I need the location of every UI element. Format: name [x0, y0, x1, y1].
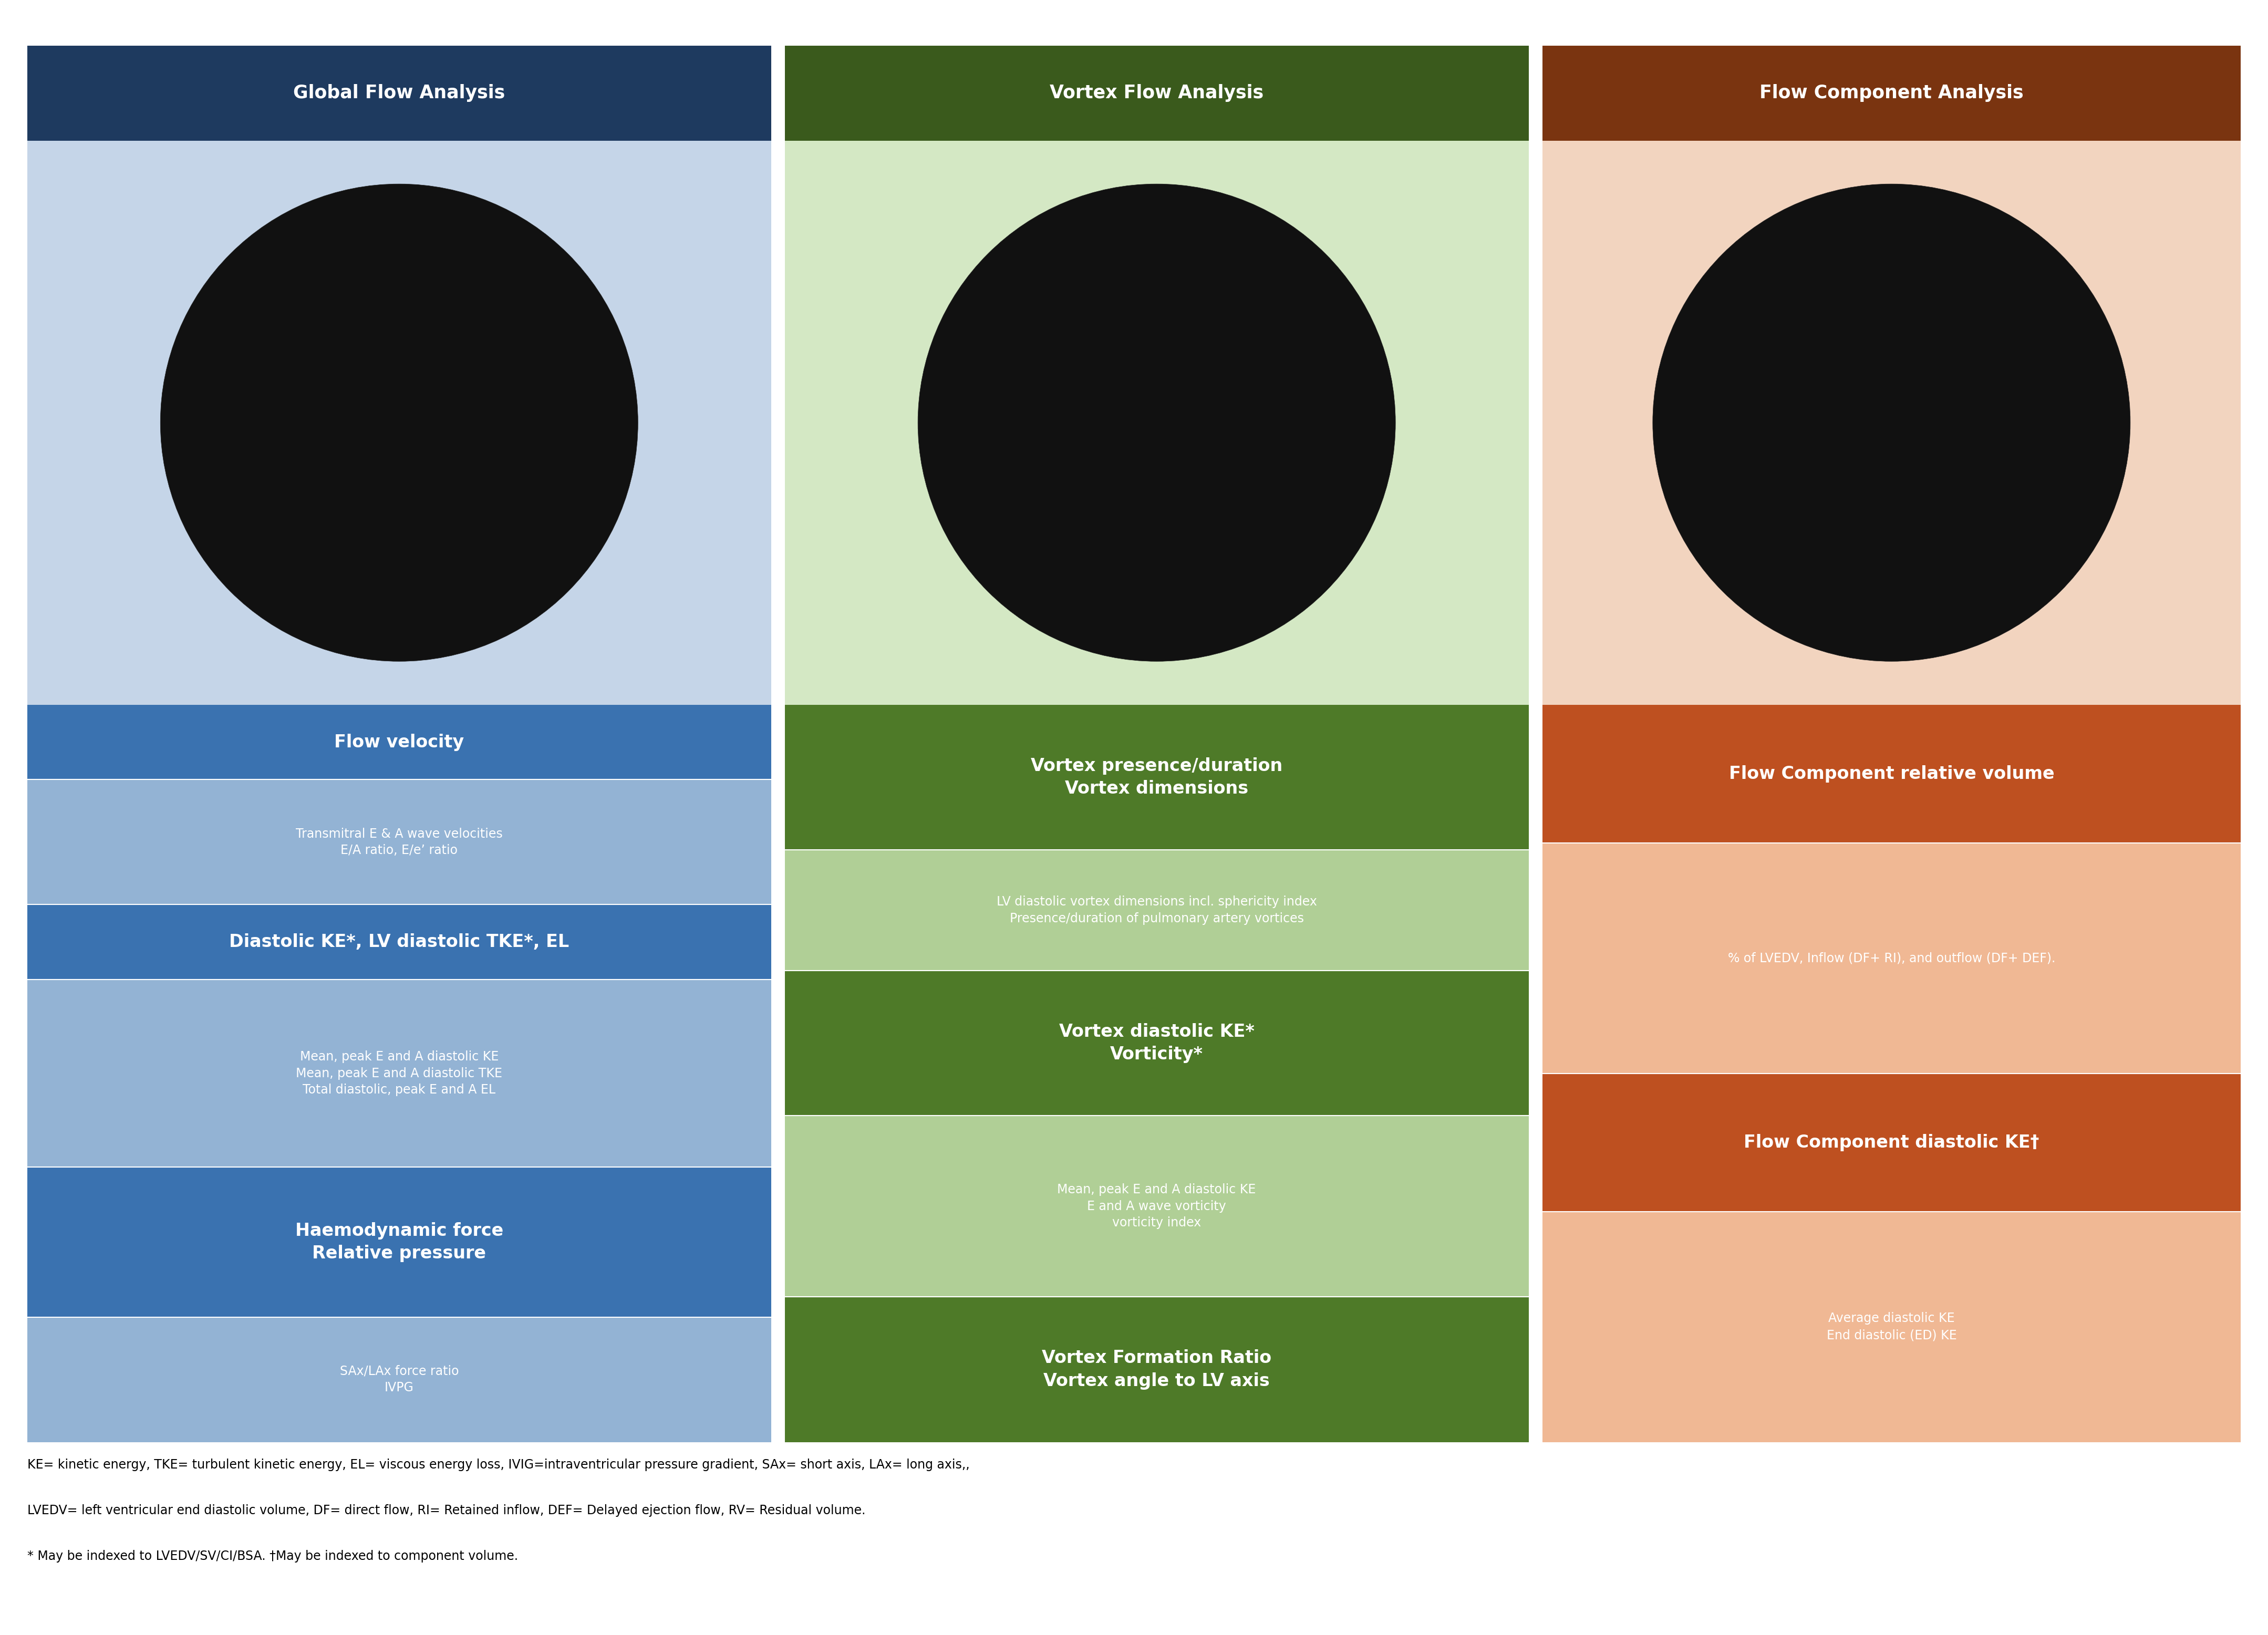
FancyBboxPatch shape: [27, 141, 771, 705]
Ellipse shape: [161, 183, 637, 662]
FancyBboxPatch shape: [785, 705, 1529, 850]
Text: Vortex Flow Analysis: Vortex Flow Analysis: [1050, 85, 1263, 101]
Text: Average diastolic KE
End diastolic (ED) KE: Average diastolic KE End diastolic (ED) …: [1826, 1313, 1957, 1341]
Text: KE= kinetic energy, TKE= turbulent kinetic energy, EL= viscous energy loss, IVIG: KE= kinetic energy, TKE= turbulent kinet…: [27, 1458, 968, 1471]
Text: * May be indexed to LVEDV/SV/CI/BSA. †May be indexed to component volume.: * May be indexed to LVEDV/SV/CI/BSA. †Ma…: [27, 1550, 517, 1563]
FancyBboxPatch shape: [27, 904, 771, 979]
FancyBboxPatch shape: [27, 1318, 771, 1442]
Text: Transmitral E & A wave velocities
E/A ratio, E/e’ ratio: Transmitral E & A wave velocities E/A ra…: [295, 827, 503, 857]
FancyBboxPatch shape: [1542, 1212, 2241, 1442]
Text: Mean, peak E and A diastolic KE
Mean, peak E and A diastolic TKE
Total diastolic: Mean, peak E and A diastolic KE Mean, pe…: [295, 1050, 503, 1097]
FancyBboxPatch shape: [1542, 1073, 2241, 1212]
Text: Flow Component relative volume: Flow Component relative volume: [1728, 765, 2055, 783]
Text: Flow velocity: Flow velocity: [333, 734, 465, 750]
Text: SAx/LAx force ratio
IVPG: SAx/LAx force ratio IVPG: [340, 1365, 458, 1395]
FancyBboxPatch shape: [1542, 705, 2241, 844]
FancyBboxPatch shape: [1542, 46, 2241, 141]
FancyBboxPatch shape: [27, 46, 771, 141]
FancyBboxPatch shape: [27, 979, 771, 1167]
Ellipse shape: [919, 183, 1395, 662]
Text: Vortex Formation Ratio
Vortex angle to LV axis: Vortex Formation Ratio Vortex angle to L…: [1041, 1349, 1272, 1390]
Text: Diastolic KE*, LV diastolic TKE*, EL: Diastolic KE*, LV diastolic TKE*, EL: [229, 934, 569, 952]
FancyBboxPatch shape: [785, 46, 1529, 141]
FancyBboxPatch shape: [785, 141, 1529, 705]
Text: Haemodynamic force
Relative pressure: Haemodynamic force Relative pressure: [295, 1221, 503, 1262]
FancyBboxPatch shape: [27, 705, 771, 780]
Text: LV diastolic vortex dimensions incl. sphericity index
Presence/duration of pulmo: LV diastolic vortex dimensions incl. sph…: [996, 896, 1318, 925]
Text: Vortex diastolic KE*
Vorticity*: Vortex diastolic KE* Vorticity*: [1059, 1024, 1254, 1063]
FancyBboxPatch shape: [27, 1167, 771, 1318]
Text: Global Flow Analysis: Global Flow Analysis: [293, 85, 506, 101]
FancyBboxPatch shape: [27, 780, 771, 904]
FancyBboxPatch shape: [785, 1115, 1529, 1297]
Text: LVEDV= left ventricular end diastolic volume, DF= direct flow, RI= Retained infl: LVEDV= left ventricular end diastolic vo…: [27, 1504, 866, 1517]
FancyBboxPatch shape: [1542, 141, 2241, 705]
FancyBboxPatch shape: [785, 971, 1529, 1115]
Ellipse shape: [1653, 183, 2130, 662]
Text: % of LVEDV, Inflow (DF+ RI), and outflow (DF+ DEF).: % of LVEDV, Inflow (DF+ RI), and outflow…: [1728, 952, 2055, 965]
Text: Mean, peak E and A diastolic KE
E and A wave vorticity
vorticity index: Mean, peak E and A diastolic KE E and A …: [1057, 1184, 1256, 1230]
Text: Vortex presence/duration
Vortex dimensions: Vortex presence/duration Vortex dimensio…: [1030, 757, 1284, 798]
FancyBboxPatch shape: [785, 850, 1529, 971]
FancyBboxPatch shape: [785, 1297, 1529, 1442]
Text: Flow Component Analysis: Flow Component Analysis: [1760, 85, 2023, 101]
Text: Flow Component diastolic KE†: Flow Component diastolic KE†: [1744, 1133, 2039, 1151]
FancyBboxPatch shape: [1542, 844, 2241, 1073]
